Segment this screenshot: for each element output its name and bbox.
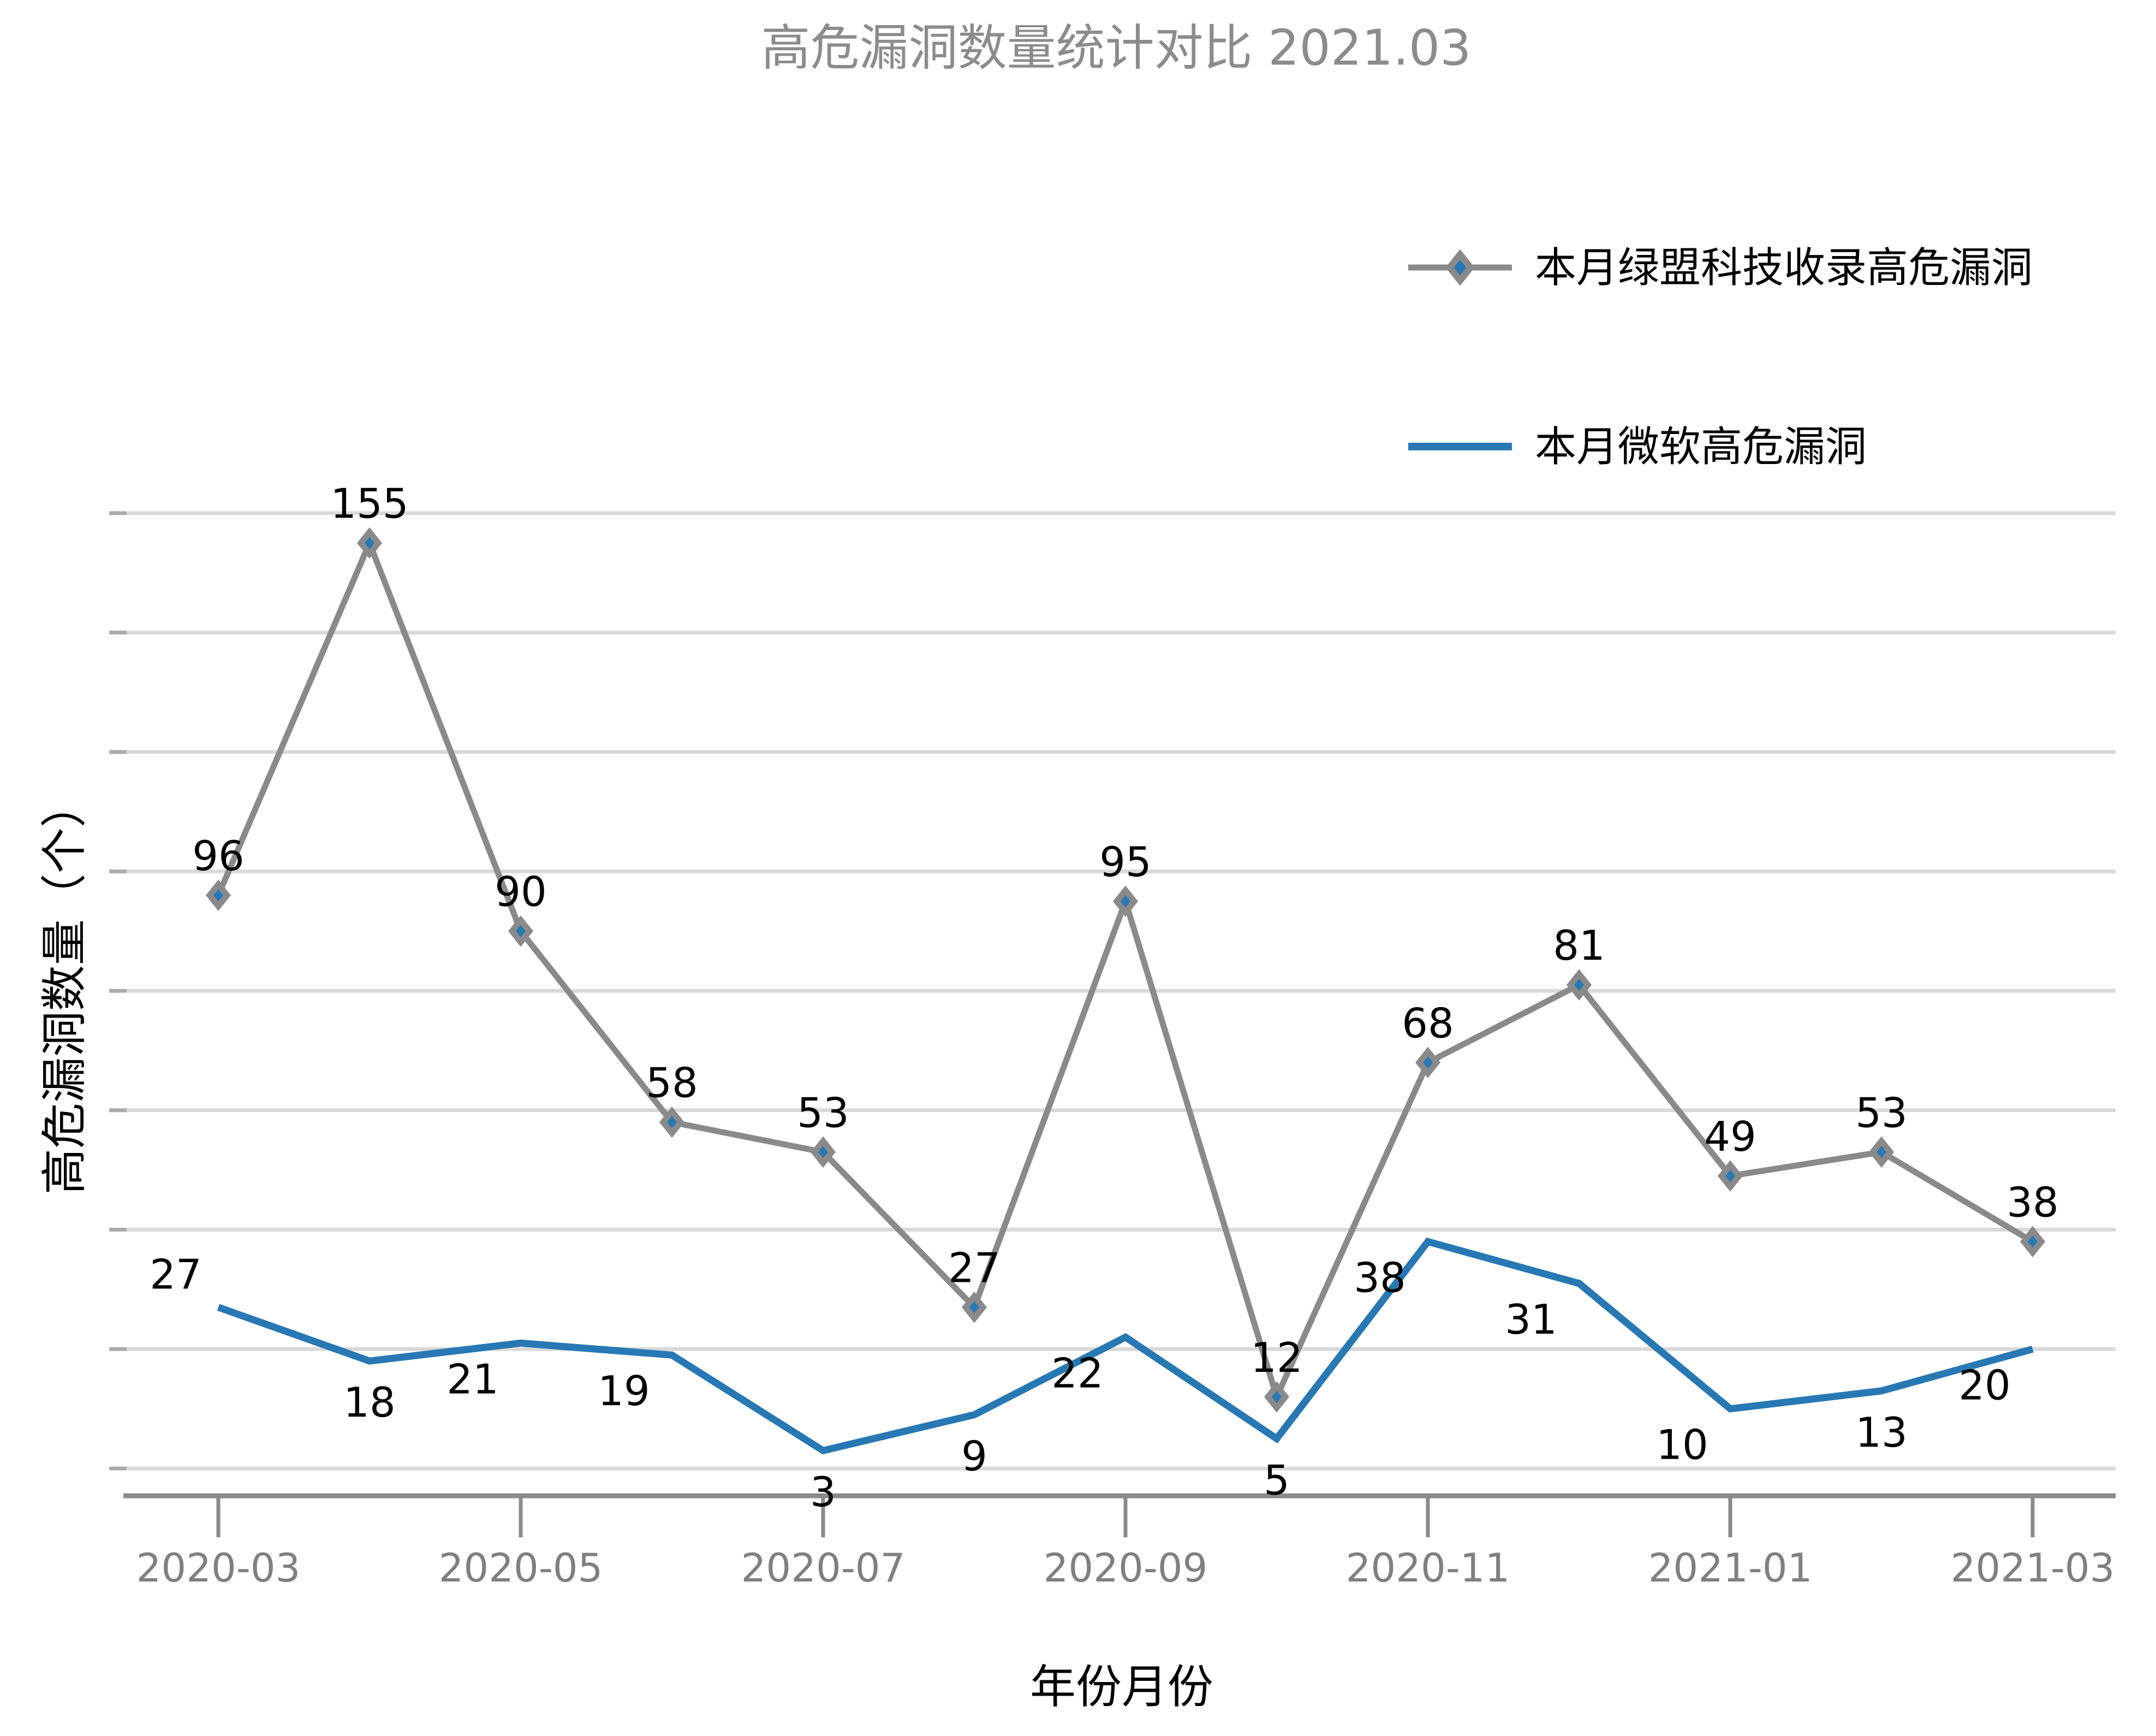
series-line-0 (215, 535, 2034, 1406)
data-label: 38 (2006, 1178, 2058, 1226)
data-label: 95 (1099, 838, 1151, 886)
x-ticks: 2020-03 2020-05 2020-07 2020-09 2020-11 2021-… (136, 1498, 2115, 1591)
data-label: 20 (1958, 1361, 2010, 1409)
series-layer (205, 527, 2046, 1455)
data-label: 10 (1656, 1421, 1708, 1469)
data-label: 5 (1264, 1456, 1290, 1504)
data-label: 18 (343, 1378, 395, 1426)
diamond-marker-icon (659, 1106, 685, 1138)
data-label: 27 (948, 1244, 1000, 1292)
data-label: 68 (1402, 999, 1454, 1047)
x-tick-label: 2021-01 (1648, 1545, 1813, 1591)
legend-item-nsfocus: 本月绿盟科技收录高危漏洞 (1408, 243, 2033, 292)
data-label: 13 (1855, 1408, 1907, 1456)
legend-label-nsfocus: 本月绿盟科技收录高危漏洞 (1535, 243, 2033, 292)
data-label: 19 (598, 1367, 650, 1415)
diamond-marker-icon (1717, 1160, 1743, 1192)
x-axis-title: 年份月份 (1030, 1660, 1213, 1714)
diamond-marker-icon (1112, 885, 1139, 917)
diamond-marker-icon (205, 879, 231, 911)
grid-layer (109, 511, 2116, 1471)
x-tick-label: 2020-07 (741, 1545, 906, 1591)
data-label: 27 (150, 1251, 201, 1299)
data-label: 3 (810, 1468, 836, 1516)
data-label: 21 (446, 1355, 498, 1403)
data-label: 38 (1354, 1253, 1405, 1301)
data-label: 96 (192, 832, 244, 880)
diamond-marker-icon (1415, 1047, 1441, 1079)
legend: 本月绿盟科技收录高危漏洞 本月微软高危漏洞 (1408, 243, 2033, 471)
data-label: 81 (1553, 921, 1605, 970)
series-line-1 (217, 1237, 2034, 1455)
x-tick-label: 2020-03 (136, 1545, 301, 1591)
diamond-marker-icon (1868, 1136, 1895, 1168)
data-label: 31 (1505, 1295, 1557, 1343)
legend-label-microsoft: 本月微软高危漏洞 (1535, 423, 1867, 471)
data-label: 90 (495, 868, 546, 916)
x-tick-label: 2020-05 (439, 1545, 603, 1591)
diamond-marker-icon (961, 1291, 987, 1323)
data-label: 58 (646, 1059, 698, 1107)
data-label: 53 (1855, 1089, 1907, 1137)
data-label: 155 (330, 480, 408, 528)
data-label: 22 (1051, 1349, 1103, 1397)
legend-item-microsoft: 本月微软高危漏洞 (1408, 423, 1867, 471)
data-label: 49 (1704, 1113, 1756, 1161)
y-axis-title: 高危漏洞数量（个） (38, 782, 91, 1194)
legend-diamond-marker-icon (1445, 249, 1475, 286)
data-label: 53 (797, 1089, 849, 1137)
diamond-marker-icon (1566, 969, 1592, 1001)
data-label: 9 (961, 1432, 987, 1481)
x-tick-label: 2020-09 (1044, 1545, 1208, 1591)
x-tick-label: 2021-03 (1951, 1545, 2115, 1591)
chart-title: 高危漏洞数量统计对比 2021.03 (761, 20, 1472, 77)
x-tick-label: 2020-11 (1346, 1545, 1510, 1591)
diamond-marker-icon (810, 1136, 836, 1168)
data-label: 12 (1250, 1334, 1302, 1382)
diamond-marker-icon (508, 915, 534, 947)
diamond-marker-icon (1264, 1381, 1290, 1413)
diamond-marker-icon (2020, 1226, 2046, 1258)
diamond-marker-icon (356, 527, 383, 559)
